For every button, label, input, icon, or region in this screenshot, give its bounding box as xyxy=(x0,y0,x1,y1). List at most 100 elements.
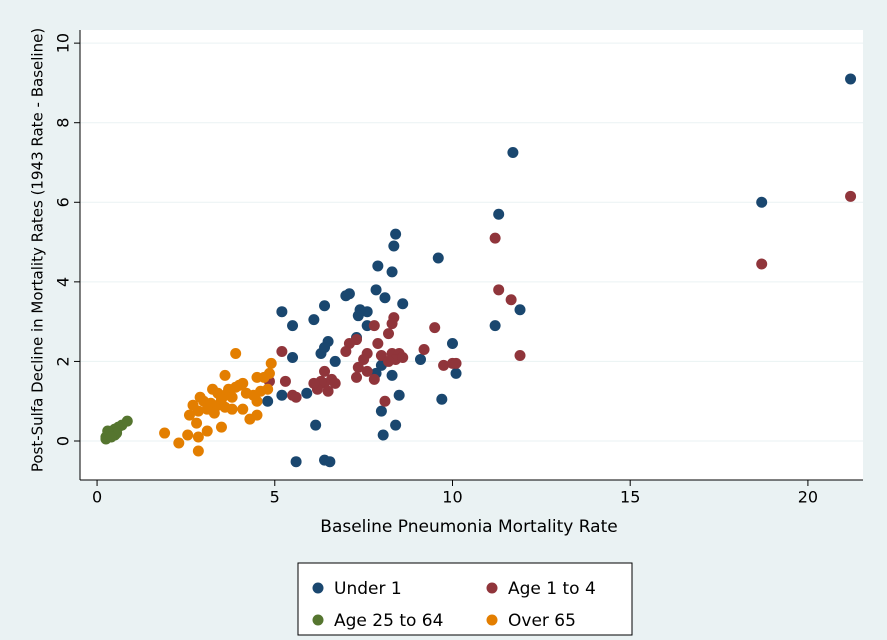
point xyxy=(756,196,768,208)
point xyxy=(379,395,391,407)
point xyxy=(377,429,389,441)
point xyxy=(301,387,313,399)
y-axis-label: Post-Sulfa Decline in Mortality Rates (1… xyxy=(29,28,47,472)
point xyxy=(429,322,441,334)
point xyxy=(505,294,517,306)
point xyxy=(372,338,384,350)
point xyxy=(450,357,462,369)
point xyxy=(329,355,341,367)
point xyxy=(340,345,352,357)
point xyxy=(265,357,277,369)
x-tick-label: 15 xyxy=(620,488,640,507)
y-tick-label: 2 xyxy=(54,356,73,366)
point xyxy=(329,377,341,389)
point xyxy=(322,385,334,397)
point xyxy=(262,395,274,407)
legend-marker xyxy=(312,614,324,626)
point xyxy=(287,320,299,332)
point xyxy=(489,320,501,332)
x-tick-label: 20 xyxy=(798,488,818,507)
legend xyxy=(297,562,633,636)
point xyxy=(308,377,320,389)
point xyxy=(489,232,501,244)
point xyxy=(845,73,857,85)
x-axis-label: Baseline Pneumonia Mortality Rate xyxy=(320,517,617,537)
point xyxy=(191,417,203,429)
x-tick-label: 0 xyxy=(92,488,102,507)
x-tick-label: 5 xyxy=(270,488,280,507)
point xyxy=(192,431,204,443)
point xyxy=(507,147,519,159)
point xyxy=(390,228,402,240)
point xyxy=(226,403,238,415)
point xyxy=(192,405,204,417)
point xyxy=(358,353,370,365)
point xyxy=(493,208,505,220)
point xyxy=(208,407,220,419)
point xyxy=(514,304,526,316)
point xyxy=(226,391,238,403)
point xyxy=(319,300,331,312)
point xyxy=(276,345,288,357)
point xyxy=(386,266,398,278)
point xyxy=(276,389,288,401)
point xyxy=(383,328,395,340)
point xyxy=(237,403,249,415)
legend-label: Over 65 xyxy=(508,611,576,631)
point xyxy=(493,284,505,296)
point xyxy=(361,365,373,377)
point xyxy=(192,445,204,457)
y-tick-label: 4 xyxy=(54,277,73,287)
point xyxy=(105,431,117,443)
point xyxy=(262,383,274,395)
point xyxy=(446,338,458,350)
point xyxy=(438,359,450,371)
legend-label: Age 1 to 4 xyxy=(508,579,596,599)
point xyxy=(276,306,288,318)
point xyxy=(290,456,302,468)
point xyxy=(414,353,426,365)
point xyxy=(386,369,398,381)
point xyxy=(194,391,206,403)
point xyxy=(351,371,363,383)
point xyxy=(352,361,364,373)
point xyxy=(287,351,299,363)
point xyxy=(251,371,263,383)
point xyxy=(215,421,227,433)
point xyxy=(418,343,430,355)
legend-marker xyxy=(486,614,498,626)
point xyxy=(390,419,402,431)
legend-marker xyxy=(312,582,324,594)
point xyxy=(182,429,194,441)
point xyxy=(397,351,409,363)
point xyxy=(215,393,227,405)
point xyxy=(375,405,387,417)
point xyxy=(319,342,331,354)
point xyxy=(340,290,352,302)
y-tick-label: 8 xyxy=(54,118,73,128)
x-tick-label: 10 xyxy=(442,488,462,507)
point xyxy=(386,318,398,330)
point xyxy=(450,367,462,379)
point xyxy=(756,258,768,270)
point xyxy=(388,240,400,252)
point xyxy=(352,310,364,322)
legend-label: Age 25 to 64 xyxy=(334,611,443,631)
point xyxy=(219,369,231,381)
point xyxy=(383,355,395,367)
point xyxy=(379,292,391,304)
point xyxy=(183,409,195,421)
point xyxy=(173,437,185,449)
point xyxy=(279,375,291,387)
point xyxy=(514,349,526,361)
point xyxy=(310,419,322,431)
point xyxy=(308,314,320,326)
point xyxy=(397,298,409,310)
point xyxy=(845,190,857,202)
point xyxy=(230,347,242,359)
point xyxy=(251,395,263,407)
point xyxy=(368,373,380,385)
point xyxy=(368,320,380,332)
y-tick-label: 10 xyxy=(54,33,73,53)
